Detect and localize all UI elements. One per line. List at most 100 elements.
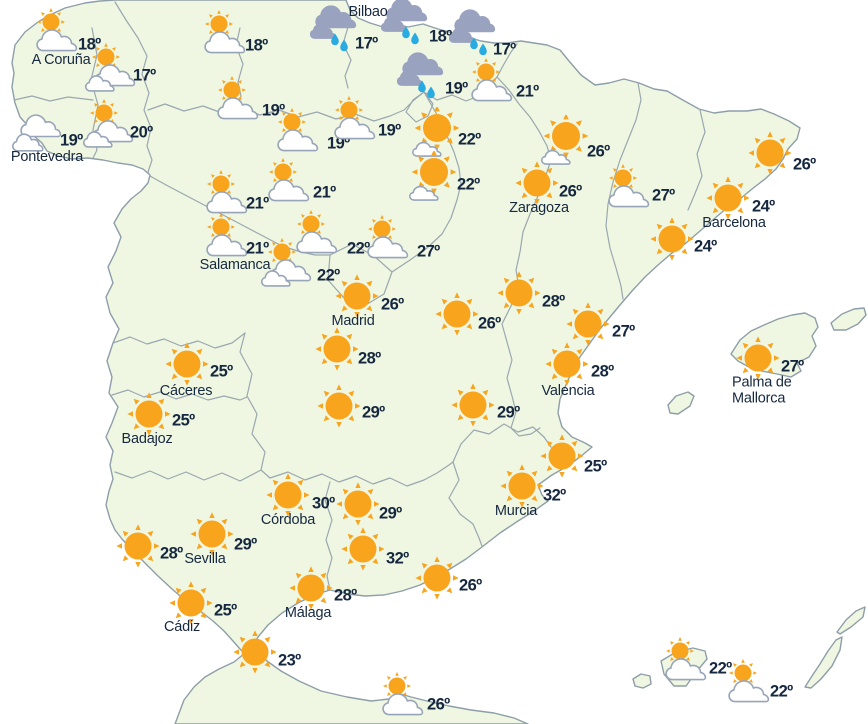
sun-icon xyxy=(497,271,541,315)
weather-station xyxy=(114,522,162,570)
temperature-label: 22º xyxy=(458,130,481,149)
sun-icon xyxy=(317,384,361,428)
temperature-label: 28º xyxy=(160,544,183,563)
temperature-label: 28º xyxy=(358,349,381,368)
weather-station xyxy=(746,129,794,177)
temperature-label: 22º xyxy=(347,239,370,258)
temperature-label: 20º xyxy=(130,123,153,142)
sun-icon xyxy=(545,342,589,386)
sun-icon xyxy=(540,434,584,478)
sun-icon xyxy=(335,274,379,318)
rain-cloud-icon xyxy=(449,6,499,56)
weather-station xyxy=(313,325,361,373)
weather-station xyxy=(648,215,696,263)
weather-station xyxy=(513,159,561,207)
city-label: Zaragoza xyxy=(509,200,569,217)
weather-station xyxy=(603,164,653,210)
weather-station xyxy=(407,151,461,203)
sun-icon xyxy=(315,327,359,371)
africa-landmass xyxy=(174,644,529,724)
weather-station xyxy=(495,269,543,317)
weather-station xyxy=(449,381,497,429)
temperature-label: 22º xyxy=(457,175,480,194)
weather-station xyxy=(466,58,516,104)
temperature-label: 24º xyxy=(694,237,717,256)
weather-station xyxy=(397,49,447,101)
temperature-label: 32º xyxy=(543,486,566,505)
sun-icon xyxy=(748,131,792,175)
temperature-label: 29º xyxy=(234,535,257,554)
temperature-label: 28º xyxy=(591,362,614,381)
sun-behind-clouds-icon xyxy=(85,43,139,93)
temperature-label: 26º xyxy=(381,295,404,314)
weather-station xyxy=(163,340,211,388)
weather-station xyxy=(291,210,341,256)
city-label: Madrid xyxy=(331,313,375,330)
temperature-label: 29º xyxy=(362,403,385,422)
sun-behind-cloud-icon xyxy=(272,108,322,154)
sun-icon xyxy=(500,464,544,508)
sun-icon xyxy=(451,383,495,427)
sun-icon xyxy=(515,161,559,205)
sun-icon xyxy=(706,176,750,220)
sun-behind-cloud-icon xyxy=(603,164,653,210)
temperature-label: 26º xyxy=(559,182,582,201)
temperature-label: 27º xyxy=(652,186,675,205)
sun-icon xyxy=(165,342,209,386)
temperature-label: 27º xyxy=(417,242,440,261)
sun-icon xyxy=(127,392,171,436)
sun-icon xyxy=(341,527,385,571)
clouds-icon xyxy=(12,107,64,155)
city-label: Córdoba xyxy=(260,512,316,529)
weather-station xyxy=(315,382,363,430)
sun-behind-cloud-icon xyxy=(466,58,516,104)
sun-behind-cloud-icon xyxy=(660,637,710,683)
sun-icon xyxy=(289,566,333,610)
temperature-label: 29º xyxy=(497,403,520,422)
sun-behind-cloud-icon xyxy=(291,210,341,256)
menorca-island xyxy=(830,307,867,331)
sun-behind-cloud-icon xyxy=(199,10,249,56)
weather-station xyxy=(543,340,591,388)
city-label: Pontevedra xyxy=(10,149,84,166)
city-label: Salamanca xyxy=(199,257,271,274)
city-label: Cáceres xyxy=(159,383,213,400)
weather-station xyxy=(362,215,412,261)
sun-with-small-cloud-icon xyxy=(410,107,460,159)
weather-station xyxy=(264,471,312,519)
weather-station xyxy=(212,76,262,122)
weather-station xyxy=(188,510,236,558)
temperature-label: 25º xyxy=(172,411,195,430)
sun-icon xyxy=(566,302,610,346)
temperature-label: 28º xyxy=(542,292,565,311)
temperature-label: 26º xyxy=(427,695,450,714)
canary-island-small xyxy=(632,673,652,689)
weather-station xyxy=(704,174,752,222)
weather-station xyxy=(564,300,612,348)
temperature-label: 21º xyxy=(246,239,269,258)
sun-icon xyxy=(415,556,459,600)
temperature-label: 26º xyxy=(793,155,816,174)
city-label: Palma de Mallorca xyxy=(732,374,792,406)
city-label: Badajoz xyxy=(121,431,173,448)
temperature-label: 21º xyxy=(313,183,336,202)
weather-station xyxy=(287,564,335,612)
city-label: Cádiz xyxy=(163,619,201,636)
temperature-label: 25º xyxy=(214,601,237,620)
temperature-label: 27º xyxy=(781,357,804,376)
weather-station xyxy=(538,432,586,480)
temperature-label: 24º xyxy=(752,197,775,216)
temperature-label: 19º xyxy=(378,121,401,140)
weather-station xyxy=(333,272,381,320)
sun-icon xyxy=(169,581,213,625)
weather-station xyxy=(410,107,464,159)
temperature-label: 22º xyxy=(709,659,732,678)
weather-station xyxy=(167,579,215,627)
weather-station xyxy=(734,334,782,382)
sun-behind-cloud-icon xyxy=(31,8,81,54)
sun-icon xyxy=(116,524,160,568)
city-label: Barcelona xyxy=(702,215,766,232)
sun-icon xyxy=(435,292,479,336)
canary-island-lanzarote xyxy=(836,606,866,635)
